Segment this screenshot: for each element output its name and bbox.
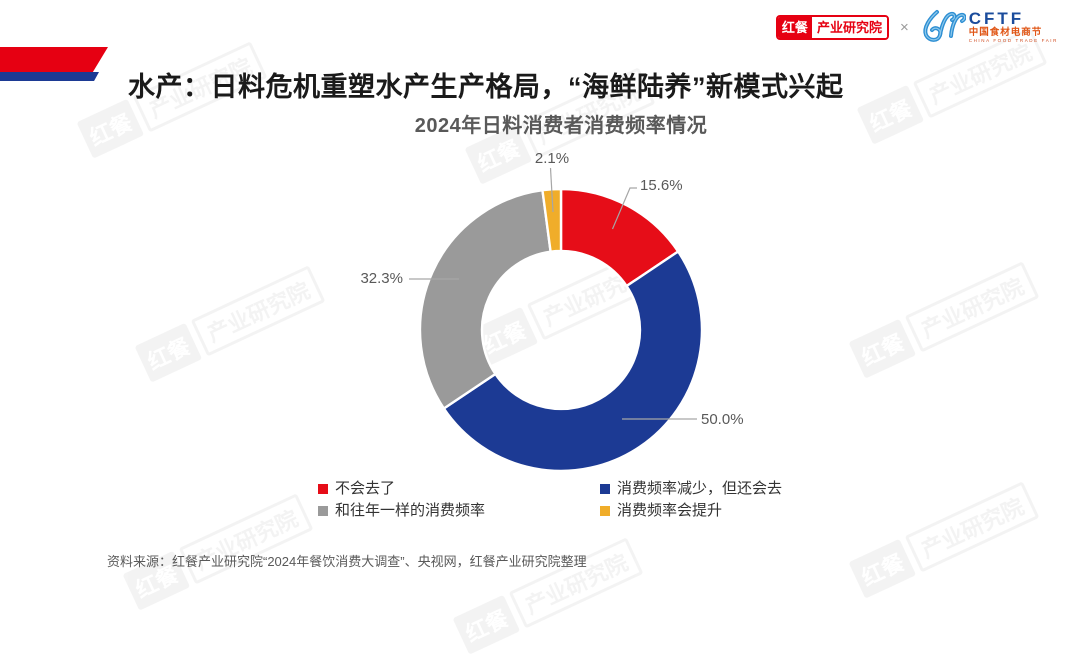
donut-chart	[409, 167, 703, 472]
source-note: 资料来源：红餐产业研究院“2024年餐饮消费大调查”、央视网，红餐产业研究院整理	[107, 554, 587, 569]
donut-slice-1	[442, 249, 703, 472]
hongcan-institute-logo: 红餐 产业研究院	[775, 14, 889, 40]
page-title: 水产：日料危机重塑水产生产格局，“海鲜陆养”新模式兴起	[128, 72, 844, 103]
legend-label: 消费频率会提升	[617, 502, 723, 519]
cftf-acronym: CFTF	[968, 9, 1025, 28]
data-label-wont-go: 15.6%	[640, 177, 683, 194]
data-label-reduced: 50.0%	[701, 411, 744, 428]
legend-item-3: 消费频率会提升	[600, 502, 798, 520]
leader-line-yellow	[549, 167, 554, 213]
legend-item-2: 和往年一样的消费频率	[318, 502, 600, 520]
chart-title: 2024年日料消费者消费频率情况	[414, 115, 708, 137]
legend-marker-icon	[600, 484, 610, 494]
watermark-badge: 红餐	[452, 594, 521, 655]
legend-marker-icon	[600, 506, 610, 516]
legend-marker-icon	[318, 506, 328, 516]
cftf-logo: CFTF 中国食材电商节 CHINA FOOD TRADE FAIR	[920, 9, 1058, 45]
legend-marker-icon	[318, 484, 328, 494]
legend-label: 和往年一样的消费频率	[335, 502, 486, 519]
legend-item-1: 消费频率减少，但还会去	[600, 480, 798, 498]
brand-logos: 红餐 产业研究院 × CFTF 中国食材电商节 CHINA FOOD TRADE…	[775, 9, 1058, 45]
legend-label: 不会去了	[335, 480, 396, 497]
legend-label: 消费频率减少，但还会去	[617, 480, 783, 497]
data-label-same: 32.3%	[360, 270, 403, 287]
logo-separator-x: ×	[899, 18, 909, 36]
data-label-increase: 2.1%	[534, 150, 570, 167]
donut-slice-2	[418, 188, 552, 411]
title-accent-red-bar	[0, 47, 108, 72]
title-accent-blue-bar	[0, 72, 99, 81]
cftf-knot-icon	[923, 10, 966, 42]
cftf-chinese-name: 中国食材电商节	[968, 27, 1043, 38]
leader-line-red	[611, 187, 637, 230]
cftf-english-name: CHINA FOOD TRADE FAIR	[968, 38, 1058, 43]
chart-legend: 不会去了 消费频率减少，但还会去和往年一样的消费频率 消费频率会提升	[318, 480, 798, 520]
donut-slice-3	[541, 187, 563, 254]
hongcan-logo-text: 产业研究院	[811, 16, 887, 38]
hongcan-logo-mark: 红餐	[777, 16, 812, 38]
legend-item-0: 不会去了	[318, 480, 600, 498]
